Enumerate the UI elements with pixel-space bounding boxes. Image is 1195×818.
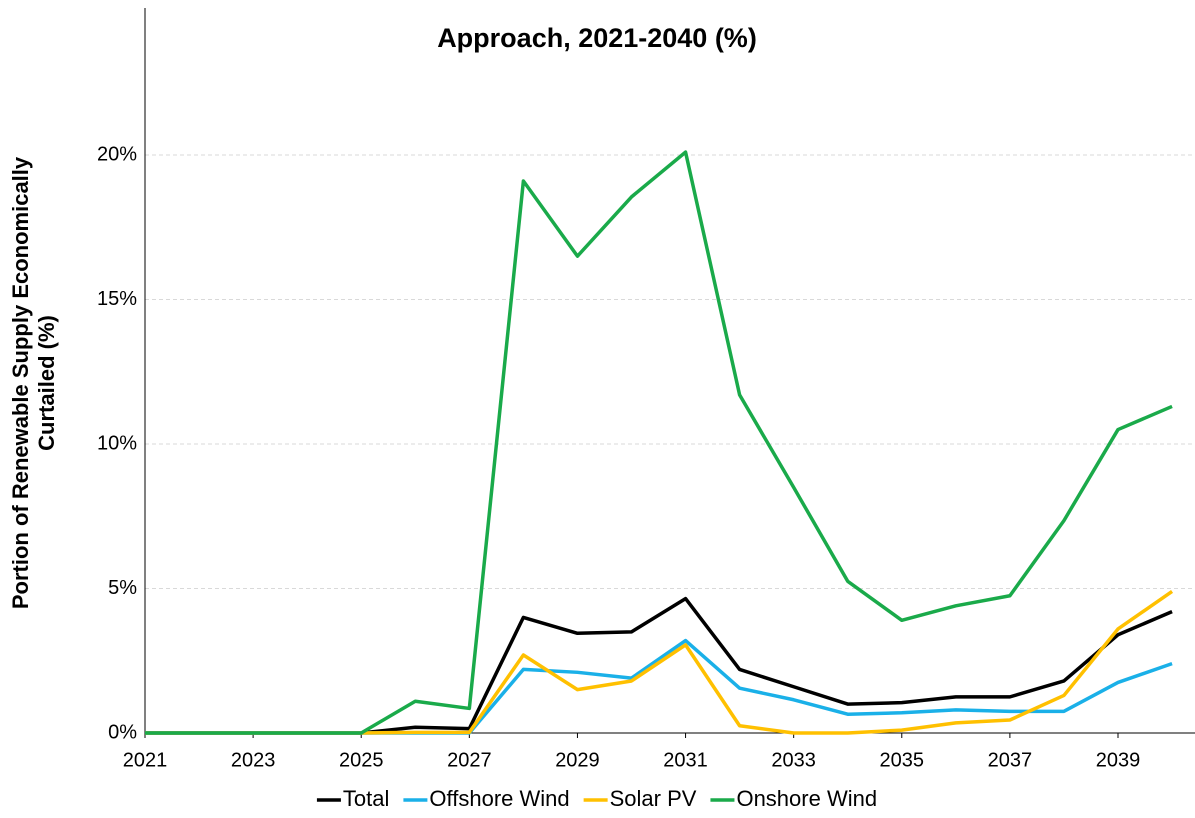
x-tick-label: 2021 — [123, 749, 168, 771]
y-axis-label-line: Curtailed (%) — [34, 315, 59, 451]
y-tick-label: 5% — [108, 577, 137, 599]
x-tick-label: 2027 — [447, 749, 492, 771]
x-tick-label: 2031 — [663, 749, 708, 771]
x-tick-label: 2039 — [1096, 749, 1141, 771]
x-tick-label: 2037 — [988, 749, 1033, 771]
x-tick-label: 2025 — [339, 749, 384, 771]
legend-label: Offshore Wind — [429, 786, 569, 811]
series-line — [145, 150, 1173, 735]
y-axis-label: Portion of Renewable Supply Economically… — [8, 156, 59, 609]
x-tick-label: 2033 — [771, 749, 816, 771]
y-tick-label: 10% — [97, 432, 137, 454]
legend: Total Offshore Wind Solar PV Onshore Wind — [316, 786, 877, 811]
series-line — [145, 638, 1173, 735]
y-tick-label: 0% — [108, 721, 137, 743]
x-tick-label: 2029 — [555, 749, 600, 771]
y-tick-label: 20% — [97, 143, 137, 165]
chart-title: Approach, 2021-2040 (%) — [437, 23, 757, 53]
plot-area — [145, 150, 1174, 735]
x-tick-label: 2035 — [880, 749, 925, 771]
legend-label: Total — [343, 786, 389, 811]
y-tick-label: 15% — [97, 288, 137, 310]
legend-label: Onshore Wind — [736, 786, 877, 811]
legend-label: Solar PV — [610, 786, 697, 811]
x-tick-label: 2023 — [231, 749, 276, 771]
y-axis-label-line: Portion of Renewable Supply Economically — [8, 156, 33, 609]
